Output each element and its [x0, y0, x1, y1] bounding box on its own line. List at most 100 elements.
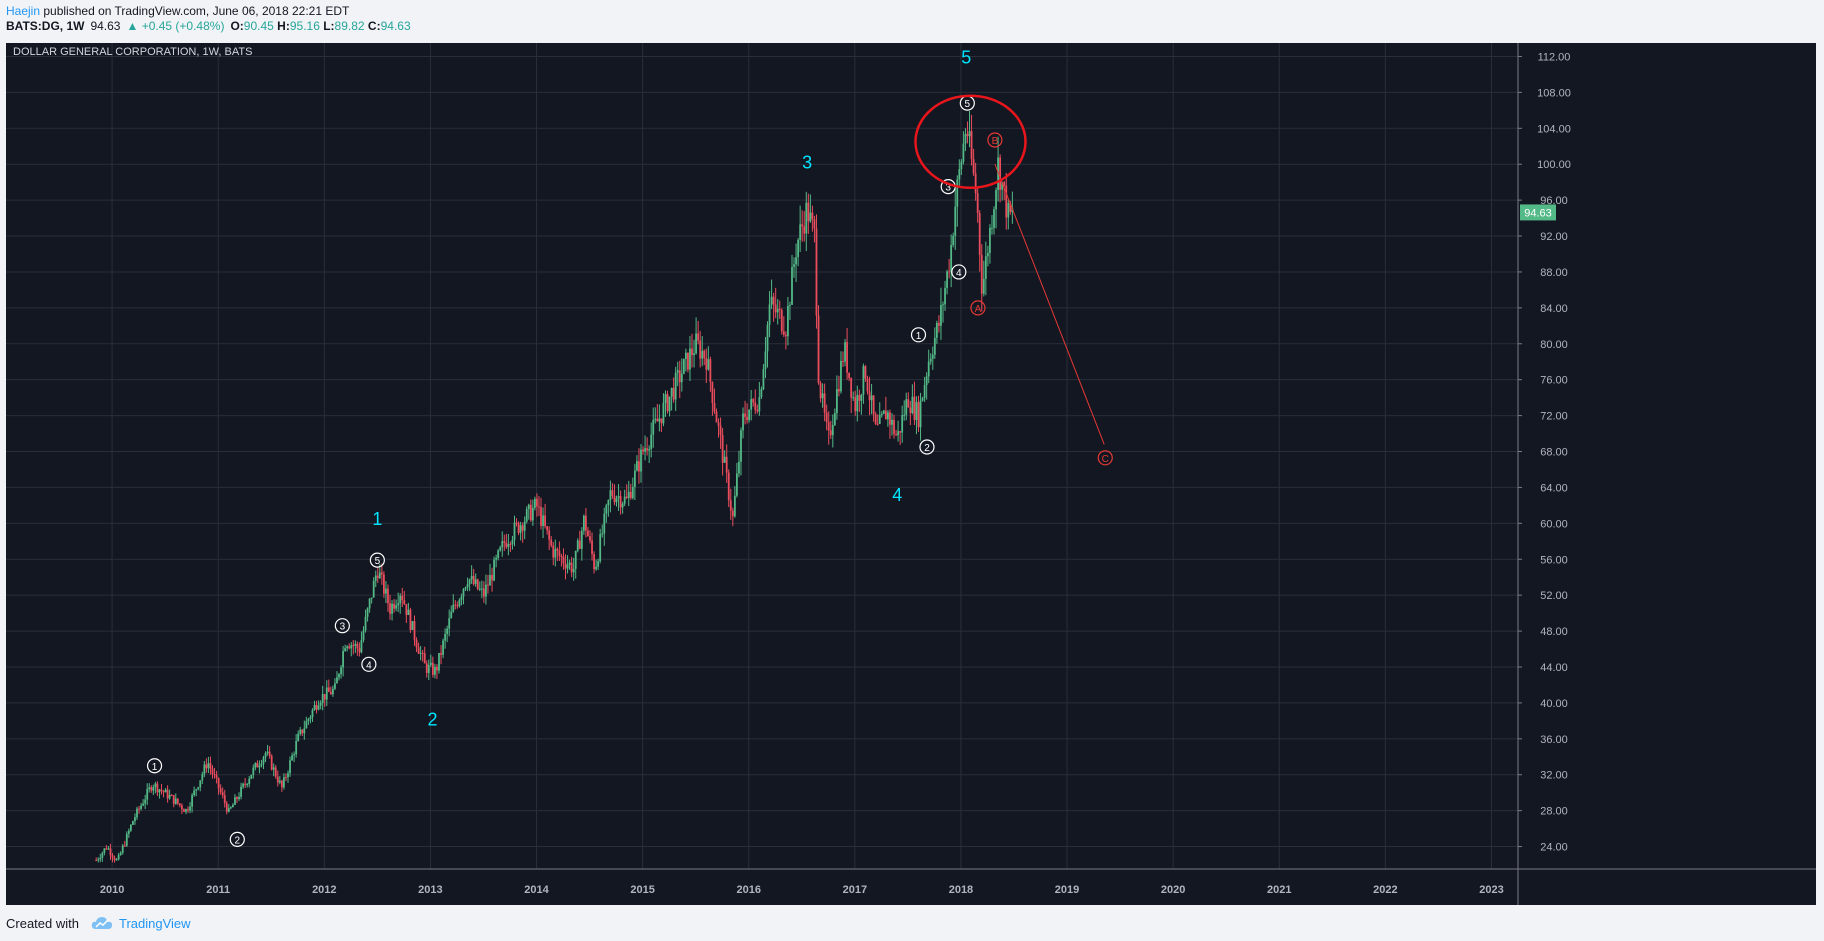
candle-body: [944, 287, 946, 305]
candle-body: [954, 206, 957, 236]
candle-body: [480, 588, 483, 590]
tradingview-link[interactable]: TradingView: [91, 916, 191, 931]
candle-body: [878, 415, 881, 424]
candle-body: [672, 387, 675, 400]
candle-body: [205, 764, 208, 769]
candle-body: [299, 729, 302, 734]
candle-body: [807, 202, 810, 222]
candle-body: [872, 395, 875, 415]
candle-body: [650, 434, 653, 450]
candle-body: [572, 568, 575, 573]
tradingview-brand: TradingView: [118, 915, 191, 931]
candle-body: [982, 278, 985, 294]
chart-panel[interactable]: 1 2 3 4 5 1 2 3 4 5 1 2 3 4 5 A B C 24.00 28.00 32.00 36.00 4…: [6, 43, 1816, 905]
candle-body: [307, 719, 310, 722]
candle-body: [491, 575, 493, 581]
candle-body: [315, 704, 318, 710]
candle-body: [819, 382, 822, 399]
candle-body: [511, 539, 514, 545]
candle-body: [325, 687, 328, 700]
candle-body: [434, 666, 436, 675]
candle-body: [260, 763, 263, 766]
price-tick-label: 84.00: [1540, 303, 1568, 315]
candle-body: [476, 579, 479, 590]
candle-body: [997, 157, 999, 191]
chart-header: Haejin published on TradingView.com, Jun…: [6, 4, 1806, 34]
candle-body: [958, 169, 961, 180]
candle-body: [199, 780, 202, 788]
high-value: 95.16: [289, 19, 320, 33]
candle-body: [431, 662, 434, 675]
candle-body: [727, 472, 730, 501]
footer: Created with TradingView: [6, 913, 191, 933]
candle-body: [289, 760, 291, 774]
candle-body: [866, 378, 869, 392]
subwave-label: 4: [366, 660, 372, 671]
price-tick-label: 88.00: [1540, 267, 1568, 279]
candle-body: [976, 193, 979, 214]
subwave-circle: [361, 656, 377, 672]
correction-circle: [970, 300, 986, 316]
time-tick-label: 2017: [843, 884, 867, 896]
tradingview-cloud-icon: [91, 917, 112, 929]
time-tick-label: 2021: [1267, 884, 1291, 896]
candle-body: [389, 603, 391, 614]
candle-body: [215, 775, 218, 778]
candle-body: [382, 574, 385, 594]
candle-body: [342, 650, 344, 668]
subwave-label: 4: [956, 268, 962, 279]
candle-body: [501, 541, 504, 548]
candle-body: [905, 399, 908, 415]
candle-body: [882, 410, 885, 414]
candle-body: [931, 354, 934, 359]
candle-body: [809, 212, 812, 222]
candle-body: [915, 402, 918, 420]
time-tick-label: 2023: [1479, 884, 1503, 896]
candle-body: [833, 413, 836, 426]
author-link[interactable]: Haejin: [6, 4, 41, 18]
candle-body: [850, 377, 853, 398]
candle-body: [487, 584, 489, 586]
candle-body: [266, 751, 269, 753]
candle-body: [731, 510, 734, 517]
candle-body: [285, 777, 287, 779]
candle-body: [595, 566, 598, 570]
price-tick-label: 64.00: [1540, 482, 1568, 494]
open-value: 90.45: [243, 19, 274, 33]
candle-body: [248, 778, 251, 785]
price-tick-label: 92.00: [1540, 231, 1568, 243]
candle-body: [99, 857, 102, 860]
candle-body: [895, 434, 897, 436]
candle-body: [578, 540, 581, 549]
candle-body: [840, 360, 842, 392]
time-axis[interactable]: 2010 2011 2012 2013 2014 2015 2016 2017 2018 2019…: [6, 868, 1816, 896]
candle-body: [870, 395, 873, 401]
candle-body: [421, 652, 424, 654]
candle-body: [152, 787, 155, 791]
candle-body: [225, 803, 228, 812]
wave-label: 3: [802, 153, 812, 173]
price-tick-label: 68.00: [1540, 447, 1568, 459]
candle-body: [713, 402, 716, 412]
candle-body: [703, 350, 706, 359]
price-chart[interactable]: 1 2 3 4 5 1 2 3 4 5 1 2 3 4 5 A B C 24.00 28.00 32.00 36.00 4…: [6, 43, 1816, 905]
price-axis[interactable]: 24.00 28.00 32.00 36.00 40.00 44.00 48.00 52.00…: [1517, 43, 1571, 905]
candle-body: [974, 173, 977, 194]
candle-body: [585, 515, 587, 531]
candle-body: [929, 358, 932, 362]
candle-body: [644, 448, 646, 452]
candle-body: [966, 133, 969, 137]
candle-body: [707, 359, 710, 370]
candle-body: [660, 418, 663, 424]
candle-body: [886, 412, 889, 420]
candle-body: [617, 496, 620, 499]
subwave-label: 2: [924, 443, 930, 454]
candle-body: [991, 227, 993, 229]
candle-body: [203, 764, 206, 775]
candle-body: [505, 542, 508, 548]
candle-body: [762, 369, 765, 390]
price-tick-label: 76.00: [1540, 375, 1568, 387]
subwave-label: 5: [375, 556, 381, 567]
candle-body: [621, 503, 624, 508]
candle-body: [784, 334, 787, 337]
